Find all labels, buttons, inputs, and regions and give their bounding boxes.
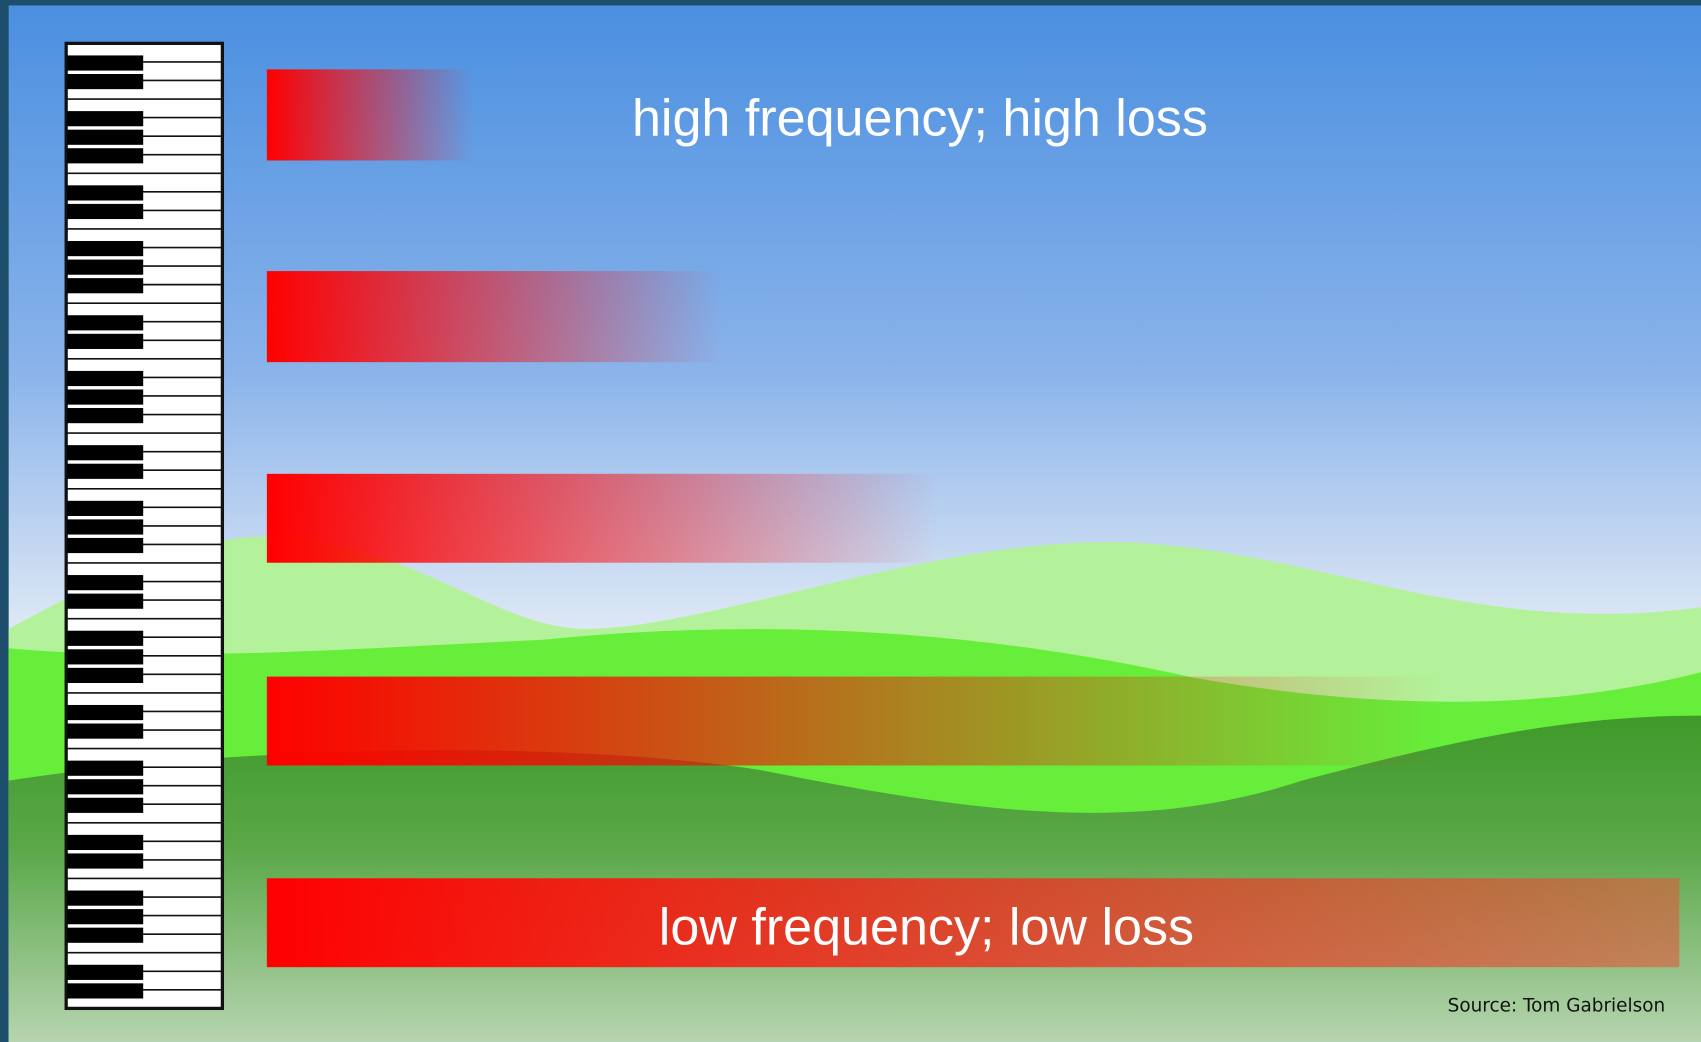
- black-key: [67, 519, 143, 534]
- black-key: [67, 130, 143, 145]
- black-key: [67, 204, 143, 219]
- black-key: [67, 853, 143, 868]
- illustration: high frequency; high loss low frequency;…: [0, 0, 1701, 1042]
- black-key: [67, 501, 143, 516]
- black-key: [67, 241, 143, 256]
- black-key: [67, 724, 143, 739]
- black-key: [67, 631, 143, 646]
- black-key: [67, 835, 143, 850]
- black-key: [67, 334, 143, 349]
- bar: [267, 474, 940, 563]
- bar: [267, 677, 1439, 766]
- source: Source: Tom Gabrielson: [1448, 996, 1666, 1017]
- black-key: [67, 798, 143, 813]
- bottom-label: low frequency; low loss: [659, 898, 1194, 956]
- black-key: [67, 594, 143, 609]
- black-key: [67, 538, 143, 553]
- black-key: [67, 965, 143, 980]
- black-key: [67, 761, 143, 776]
- black-key: [67, 668, 143, 683]
- black-key: [67, 575, 143, 590]
- black-key: [67, 389, 143, 404]
- page: high frequency; high loss low frequency;…: [0, 0, 1701, 1042]
- black-key: [67, 705, 143, 720]
- black-key: [67, 74, 143, 89]
- black-key: [67, 649, 143, 664]
- black-key: [67, 371, 143, 386]
- black-key: [67, 315, 143, 330]
- black-key: [67, 445, 143, 460]
- black-key: [67, 891, 143, 906]
- black-key: [67, 278, 143, 293]
- bar: [267, 271, 723, 362]
- bar-high: [267, 69, 473, 160]
- black-key: [67, 260, 143, 275]
- black-key: [67, 55, 143, 70]
- black-key: [67, 983, 143, 998]
- black-key: [67, 779, 143, 794]
- black-key: [67, 464, 143, 479]
- black-key: [67, 408, 143, 423]
- black-key: [67, 185, 143, 200]
- top-label: high frequency; high loss: [632, 90, 1208, 148]
- black-key: [67, 148, 143, 163]
- black-key: [67, 909, 143, 924]
- black-key: [67, 928, 143, 943]
- black-key: [67, 111, 143, 126]
